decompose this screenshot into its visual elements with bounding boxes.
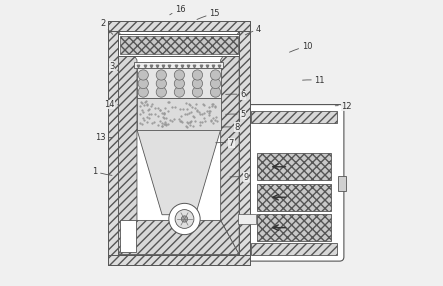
Text: 16: 16 — [170, 5, 186, 15]
Text: 11: 11 — [303, 76, 325, 85]
Text: 8: 8 — [222, 123, 240, 132]
Text: 6: 6 — [225, 90, 245, 99]
Bar — [251, 111, 337, 122]
Text: 14: 14 — [104, 100, 118, 109]
Bar — [238, 214, 256, 224]
Text: 2: 2 — [101, 19, 113, 34]
Text: 1: 1 — [92, 167, 112, 176]
Circle shape — [192, 78, 202, 89]
Circle shape — [138, 87, 148, 97]
Bar — [118, 31, 239, 255]
Circle shape — [156, 87, 167, 97]
Bar — [134, 62, 223, 68]
Circle shape — [156, 78, 167, 89]
Bar — [120, 221, 136, 252]
Circle shape — [156, 70, 167, 80]
Circle shape — [192, 87, 202, 97]
Text: 12: 12 — [335, 102, 352, 110]
Text: 13: 13 — [95, 133, 112, 142]
Circle shape — [181, 216, 188, 222]
Bar — [257, 184, 331, 211]
Bar — [120, 36, 238, 54]
Circle shape — [174, 70, 184, 80]
Bar — [257, 153, 331, 180]
Polygon shape — [118, 221, 239, 255]
Bar — [137, 68, 221, 98]
Polygon shape — [221, 31, 239, 255]
Bar — [338, 176, 346, 191]
Text: 3: 3 — [109, 62, 118, 71]
Circle shape — [175, 210, 194, 229]
Bar — [239, 21, 250, 265]
FancyBboxPatch shape — [244, 105, 344, 261]
Circle shape — [210, 70, 221, 80]
Circle shape — [169, 203, 200, 235]
Circle shape — [210, 87, 221, 97]
Polygon shape — [137, 130, 221, 215]
Bar — [118, 34, 239, 55]
Circle shape — [138, 70, 148, 80]
Polygon shape — [118, 31, 137, 255]
Circle shape — [174, 87, 184, 97]
Text: 5: 5 — [225, 110, 245, 119]
Bar — [251, 243, 337, 255]
Bar — [108, 21, 250, 31]
Text: 15: 15 — [197, 9, 220, 19]
Circle shape — [138, 78, 148, 89]
Bar — [108, 21, 118, 265]
Text: 10: 10 — [289, 42, 312, 52]
Circle shape — [174, 78, 184, 89]
Bar — [137, 98, 221, 130]
Circle shape — [192, 70, 202, 80]
Bar — [108, 255, 250, 265]
Text: 4: 4 — [245, 25, 261, 35]
Text: 7: 7 — [216, 138, 234, 148]
Bar — [257, 214, 331, 241]
Circle shape — [210, 78, 221, 89]
Text: 9: 9 — [230, 173, 249, 182]
